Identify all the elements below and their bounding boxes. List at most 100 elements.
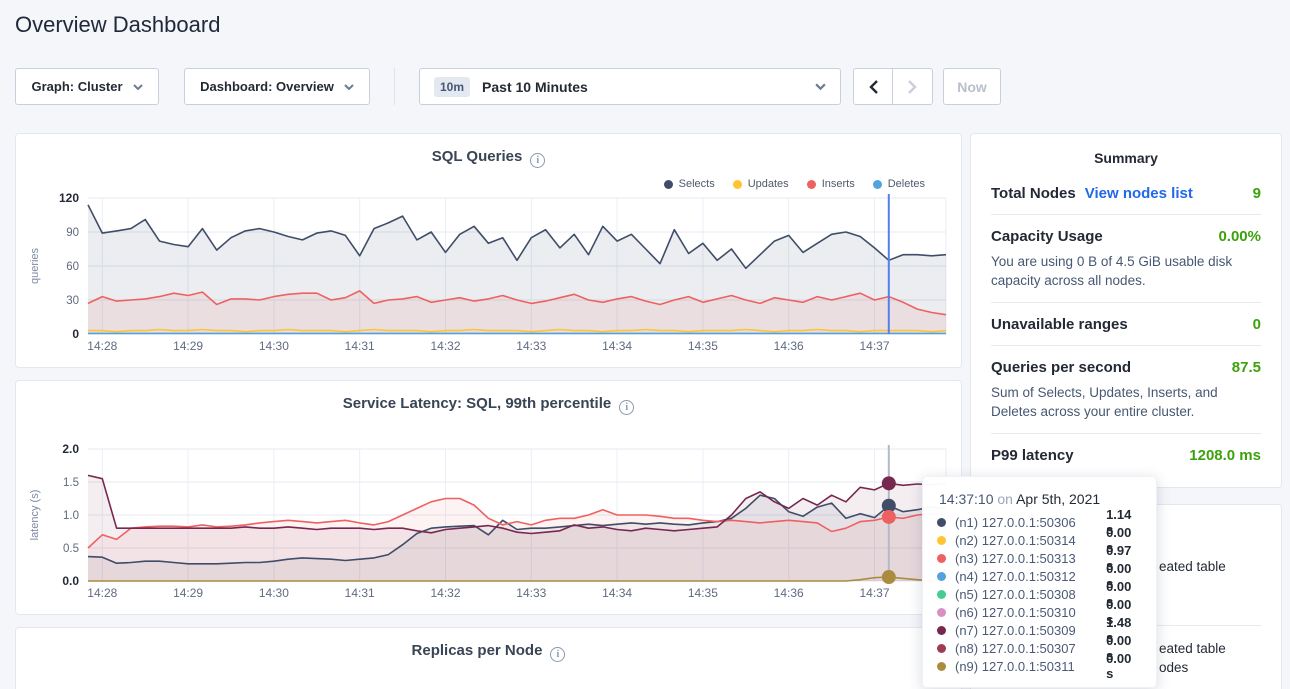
svg-text:0: 0	[72, 327, 79, 341]
now-button[interactable]: Now	[943, 68, 1001, 105]
summary-rows: Total NodesView nodes list9Capacity Usag…	[991, 172, 1261, 476]
view-nodes-list-link[interactable]: View nodes list	[1085, 185, 1193, 202]
svg-text:14:29: 14:29	[173, 586, 203, 600]
service-latency-panel: Service Latency: SQL, 99th percentile i 0…	[15, 380, 962, 615]
tooltip-node-label: (n1) 127.0.0.1:50306	[955, 515, 1106, 530]
legend-label: Updates	[748, 178, 789, 190]
info-icon[interactable]: i	[619, 400, 634, 415]
svg-text:1.5: 1.5	[63, 477, 79, 489]
time-next-button[interactable]	[893, 68, 933, 105]
tooltip-time: 14:37:10	[939, 491, 994, 507]
node-color-dot-icon	[937, 536, 946, 545]
controls-divider	[394, 68, 395, 105]
replicas-per-node-panel: Replicas per Node i	[15, 627, 962, 689]
svg-text:14:34: 14:34	[602, 586, 632, 600]
event-item-fragment: eated table	[1159, 641, 1226, 656]
legend-dot-icon	[664, 180, 673, 189]
time-range-badge: 10m	[434, 77, 470, 97]
chevron-down-icon	[815, 83, 826, 90]
summary-row-description: You are using 0 B of 4.5 GiB usable disk…	[991, 252, 1261, 290]
svg-text:0.0: 0.0	[62, 574, 79, 588]
svg-text:14:31: 14:31	[345, 586, 375, 600]
summary-row-value: 87.5	[1232, 359, 1261, 376]
tooltip-date: Apr 5th, 2021	[1016, 491, 1100, 507]
legend-item-inserts[interactable]: Inserts	[807, 178, 855, 190]
sql-queries-panel: SQL Queries i Selects Updates Inserts Delete…	[15, 133, 962, 368]
summary-row-line: Queries per second 87.5	[991, 359, 1261, 376]
tooltip-node-label: (n8) 127.0.0.1:50307	[955, 641, 1106, 656]
svg-text:30: 30	[66, 295, 79, 307]
tooltip-node-label: (n2) 127.0.0.1:50314	[955, 533, 1106, 548]
svg-text:queries: queries	[29, 247, 41, 284]
tooltip-node-label: (n7) 127.0.0.1:50309	[955, 623, 1106, 638]
graph-dropdown-label: Graph: Cluster	[31, 79, 122, 94]
tooltip-on: on	[997, 491, 1013, 507]
service-latency-title: Service Latency: SQL, 99th percentile	[343, 395, 611, 412]
dashboard-dropdown-label: Dashboard: Overview	[200, 79, 334, 94]
svg-text:14:37: 14:37	[859, 339, 889, 353]
overview-dashboard-page: Overview Dashboard Graph: Cluster Dashbo…	[0, 0, 1290, 689]
svg-text:90: 90	[66, 227, 79, 239]
svg-text:14:36: 14:36	[774, 586, 804, 600]
time-step-buttons	[853, 68, 933, 105]
summary-row-label: Capacity Usage	[991, 228, 1103, 245]
svg-text:14:33: 14:33	[516, 586, 546, 600]
svg-text:60: 60	[66, 261, 79, 273]
summary-row-line: Capacity Usage0.00%	[991, 228, 1261, 245]
svg-text:14:32: 14:32	[430, 586, 460, 600]
chevron-down-icon	[344, 84, 354, 90]
legend-item-updates[interactable]: Updates	[733, 178, 789, 190]
svg-text:14:32: 14:32	[430, 339, 460, 353]
summary-row-label: P99 latency	[991, 447, 1074, 464]
tooltip-rows: (n1) 127.0.0.1:503061.14 s(n2) 127.0.0.1…	[937, 513, 1142, 675]
summary-panel: Summary Total NodesView nodes list9Capac…	[970, 133, 1282, 488]
tooltip-node-label: (n9) 127.0.0.1:50311	[955, 659, 1106, 674]
svg-text:14:34: 14:34	[602, 339, 632, 353]
graph-dropdown[interactable]: Graph: Cluster	[15, 68, 159, 105]
summary-row-description: Sum of Selects, Updates, Inserts, and De…	[991, 383, 1261, 421]
chevron-down-icon	[133, 84, 143, 90]
sql-queries-title: SQL Queries	[432, 148, 523, 165]
summary-row: Total NodesView nodes list9	[991, 172, 1261, 214]
svg-text:1.0: 1.0	[63, 510, 79, 522]
tooltip-node-row: (n9) 127.0.0.1:503110.00 s	[937, 657, 1142, 675]
svg-text:120: 120	[59, 192, 79, 205]
service-latency-title-row: Service Latency: SQL, 99th percentile i	[16, 381, 961, 415]
svg-text:2.0: 2.0	[62, 443, 79, 456]
legend-dot-icon	[733, 180, 742, 189]
summary-row-value: 0	[1253, 316, 1261, 333]
summary-row-label: Queries per second	[991, 359, 1131, 376]
info-icon[interactable]: i	[550, 647, 565, 662]
time-prev-button[interactable]	[853, 68, 893, 105]
summary-row-line: P99 latency 1208.0 ms	[991, 447, 1261, 464]
node-color-dot-icon	[937, 662, 946, 671]
legend-item-selects[interactable]: Selects	[664, 178, 715, 190]
legend-item-deletes[interactable]: Deletes	[873, 178, 925, 190]
service-latency-chart[interactable]: 0.00.51.01.52.014:2814:2914:3014:3114:32…	[24, 443, 955, 605]
legend-label: Selects	[679, 178, 715, 190]
svg-text:14:28: 14:28	[87, 339, 117, 353]
svg-text:14:30: 14:30	[259, 586, 289, 600]
svg-text:14:28: 14:28	[87, 586, 117, 600]
svg-text:14:36: 14:36	[774, 339, 804, 353]
node-color-dot-icon	[937, 518, 946, 527]
event-item-fragment: odes	[1159, 660, 1188, 675]
svg-text:14:35: 14:35	[688, 339, 718, 353]
time-range-picker[interactable]: 10m Past 10 Minutes	[419, 68, 841, 105]
tooltip-node-label: (n3) 127.0.0.1:50313	[955, 551, 1106, 566]
replicas-title: Replicas per Node	[412, 642, 543, 659]
dashboard-dropdown[interactable]: Dashboard: Overview	[184, 68, 370, 105]
chevron-left-icon	[869, 80, 878, 94]
svg-text:14:31: 14:31	[345, 339, 375, 353]
node-color-dot-icon	[937, 626, 946, 635]
summary-row-label: Total Nodes	[991, 185, 1076, 202]
sql-queries-chart[interactable]: 030609012014:2814:2914:3014:3114:3214:33…	[24, 192, 955, 356]
svg-text:14:29: 14:29	[173, 339, 203, 353]
info-icon[interactable]: i	[530, 153, 545, 168]
summary-row: Capacity Usage0.00% You are using 0 B of …	[991, 214, 1261, 302]
event-item-fragment: eated table	[1159, 559, 1226, 574]
chevron-right-icon	[908, 80, 917, 94]
time-range-label: Past 10 Minutes	[482, 79, 588, 95]
summary-row-value: 1208.0 ms	[1189, 447, 1261, 464]
svg-text:14:35: 14:35	[688, 586, 718, 600]
